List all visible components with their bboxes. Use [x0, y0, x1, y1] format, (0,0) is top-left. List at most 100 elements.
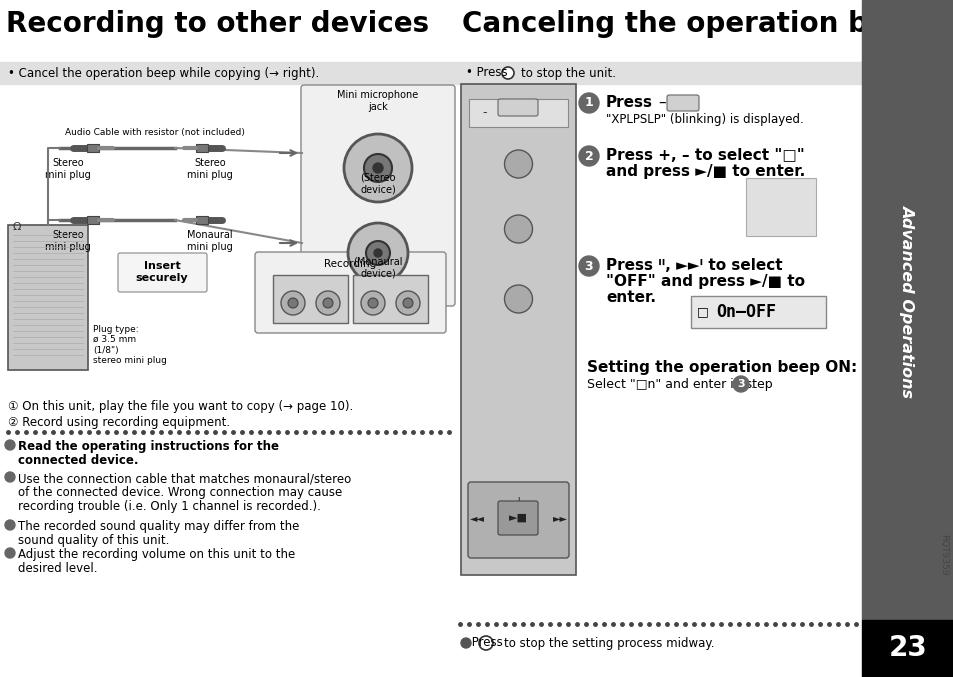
Text: Mini microphone
jack: Mini microphone jack	[337, 90, 418, 112]
Circle shape	[323, 298, 333, 308]
Text: Stereo
mini plug: Stereo mini plug	[45, 158, 91, 179]
Circle shape	[348, 223, 408, 283]
Bar	[456, 62, 862, 84]
Text: ■ LOCK: ■ LOCK	[750, 183, 788, 193]
Circle shape	[360, 291, 385, 315]
Text: Stereo
mini plug: Stereo mini plug	[187, 158, 233, 179]
Text: □ -: □ -	[750, 209, 766, 219]
Circle shape	[578, 146, 598, 166]
Bar	[195, 144, 208, 152]
Circle shape	[281, 291, 305, 315]
Text: Advanced Operations: Advanced Operations	[900, 204, 915, 397]
Circle shape	[373, 163, 382, 173]
Text: ① On this unit, play the file you want to copy (→ page 10).: ① On this unit, play the file you want t…	[8, 400, 353, 413]
Text: Stereo
mini plug: Stereo mini plug	[45, 230, 91, 252]
Text: -: -	[475, 106, 487, 120]
Text: 1: 1	[584, 97, 593, 110]
Text: to stop the unit.: to stop the unit.	[520, 66, 616, 79]
Bar	[353, 275, 428, 323]
Text: On–OFF: On–OFF	[716, 303, 775, 321]
Text: RQT9359: RQT9359	[939, 534, 947, 576]
Text: – .: – .	[659, 95, 676, 110]
Circle shape	[5, 520, 15, 530]
Text: Press ᑊᑊ, ►►ᑊ to select: Press ᑊᑊ, ►►ᑊ to select	[605, 258, 781, 273]
Circle shape	[366, 241, 390, 265]
Bar	[745, 178, 815, 236]
Text: Audio Cable with resistor (not included): Audio Cable with resistor (not included)	[65, 127, 245, 137]
Circle shape	[504, 150, 532, 178]
Text: enter.: enter.	[605, 290, 656, 305]
Circle shape	[504, 215, 532, 243]
FancyBboxPatch shape	[666, 95, 699, 111]
Text: ►■: ►■	[509, 513, 527, 523]
Text: □: □	[697, 305, 708, 318]
Text: "XPLPSLP" (blinking) is displayed.: "XPLPSLP" (blinking) is displayed.	[605, 113, 803, 126]
Bar	[469, 99, 567, 127]
Text: CLOCK: CLOCK	[750, 222, 782, 232]
Text: Adjust the recording volume on this unit to the: Adjust the recording volume on this unit…	[18, 548, 294, 561]
Text: 2: 2	[584, 150, 593, 162]
Text: −: −	[513, 527, 523, 540]
Circle shape	[5, 440, 15, 450]
Circle shape	[374, 249, 381, 257]
Circle shape	[288, 298, 297, 308]
Text: Recording: Recording	[324, 259, 376, 269]
Text: 3: 3	[584, 259, 593, 273]
Circle shape	[5, 472, 15, 482]
Text: desired level.: desired level.	[18, 562, 97, 575]
Circle shape	[395, 291, 419, 315]
Text: ◄◄: ◄◄	[469, 513, 484, 523]
Text: • Cancel the operation beep while copying (→ right).: • Cancel the operation beep while copyin…	[8, 66, 319, 79]
Text: Insert
securely: Insert securely	[135, 261, 188, 283]
Circle shape	[364, 154, 392, 182]
Text: Press: Press	[605, 95, 652, 110]
FancyBboxPatch shape	[254, 252, 446, 333]
Text: Ω: Ω	[13, 222, 22, 232]
Text: +: +	[513, 495, 523, 508]
Text: (Monaural
device): (Monaural device)	[353, 257, 402, 279]
FancyBboxPatch shape	[497, 99, 537, 116]
Circle shape	[5, 548, 15, 558]
Text: Setting the operation beep ON:: Setting the operation beep ON:	[586, 360, 857, 375]
Text: Canceling the operation beep: Canceling the operation beep	[461, 10, 924, 38]
Bar	[273, 275, 348, 323]
Circle shape	[315, 291, 339, 315]
FancyBboxPatch shape	[118, 253, 207, 292]
FancyBboxPatch shape	[497, 501, 537, 535]
Circle shape	[368, 298, 377, 308]
Text: to stop the setting process midway.: to stop the setting process midway.	[503, 636, 714, 649]
Circle shape	[478, 636, 493, 650]
Circle shape	[578, 93, 598, 113]
Bar	[690, 296, 825, 328]
FancyBboxPatch shape	[301, 85, 455, 306]
Circle shape	[504, 285, 532, 313]
Bar	[195, 216, 208, 224]
Text: Recording to other devices: Recording to other devices	[6, 10, 429, 38]
Text: ② Record using recording equipment.: ② Record using recording equipment.	[8, 416, 230, 429]
Bar	[0, 62, 456, 84]
Bar	[460, 84, 576, 575]
Circle shape	[460, 638, 471, 648]
FancyBboxPatch shape	[468, 482, 568, 558]
Text: connected device.: connected device.	[18, 454, 138, 467]
Bar	[862, 0, 953, 620]
Text: ►►: ►►	[552, 513, 567, 523]
Circle shape	[578, 256, 598, 276]
Text: Press +, – to select "□": Press +, – to select "□"	[605, 148, 804, 163]
Bar	[87, 144, 99, 152]
Text: Press: Press	[468, 636, 502, 649]
Text: Plug type:
ø 3.5 mm
(1/8")
stereo mini plug: Plug type: ø 3.5 mm (1/8") stereo mini p…	[92, 325, 167, 365]
Text: 3: 3	[737, 379, 744, 389]
Text: "OFF" and press ►/■ to: "OFF" and press ►/■ to	[605, 274, 804, 289]
Bar	[8, 225, 88, 370]
Text: Read the operating instructions for the: Read the operating instructions for the	[18, 440, 278, 453]
Text: The recorded sound quality may differ from the: The recorded sound quality may differ fr…	[18, 520, 299, 533]
Text: Monaural
mini plug: Monaural mini plug	[187, 230, 233, 252]
Text: Select "□n" and enter in step: Select "□n" and enter in step	[586, 378, 772, 391]
Text: Use the connection cable that matches monaural/stereo: Use the connection cable that matches mo…	[18, 472, 351, 485]
Text: 23: 23	[887, 634, 926, 662]
Circle shape	[501, 67, 514, 79]
Circle shape	[732, 376, 748, 392]
Text: sound quality of this unit.: sound quality of this unit.	[18, 534, 170, 547]
Text: recording trouble (i.e. Only 1 channel is recorded.).: recording trouble (i.e. Only 1 channel i…	[18, 500, 320, 513]
